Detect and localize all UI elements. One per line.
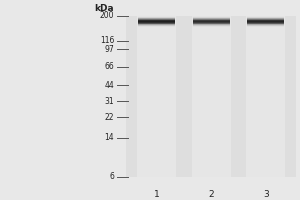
Bar	[193, 22, 230, 23]
Bar	[247, 18, 284, 19]
Bar	[193, 17, 230, 18]
Bar	[138, 19, 175, 20]
Bar	[138, 23, 175, 24]
Bar	[193, 15, 230, 16]
Bar	[193, 19, 230, 20]
Bar	[138, 24, 175, 25]
Bar	[247, 17, 284, 18]
Bar	[138, 22, 175, 23]
Bar	[138, 19, 175, 20]
Bar	[247, 17, 284, 18]
Bar	[193, 15, 230, 16]
Bar	[193, 19, 230, 20]
Bar	[138, 17, 175, 18]
Bar	[247, 22, 284, 23]
Bar	[247, 25, 284, 26]
Text: 44: 44	[104, 81, 114, 90]
Bar	[193, 18, 230, 19]
Text: 200: 200	[100, 11, 114, 20]
Bar	[247, 24, 284, 25]
Bar	[193, 18, 230, 19]
Bar	[193, 25, 230, 26]
Bar	[193, 21, 230, 22]
Bar	[193, 17, 230, 18]
Text: 6: 6	[109, 172, 114, 181]
Bar	[193, 26, 230, 27]
Bar	[193, 23, 230, 24]
Bar	[138, 15, 175, 16]
Bar	[192, 16, 231, 177]
Bar	[247, 24, 284, 25]
Bar	[247, 19, 284, 20]
Bar	[247, 18, 284, 19]
Bar	[247, 20, 284, 21]
Bar	[246, 16, 285, 177]
Text: 22: 22	[105, 113, 114, 122]
Bar	[193, 16, 230, 17]
Bar	[138, 26, 175, 27]
Bar	[138, 20, 175, 21]
Bar	[138, 21, 175, 22]
Text: 3: 3	[263, 190, 268, 199]
Bar	[193, 20, 230, 21]
Bar	[138, 16, 175, 17]
Bar	[247, 21, 284, 22]
Text: 116: 116	[100, 36, 114, 45]
Bar	[247, 21, 284, 22]
Bar	[138, 21, 175, 22]
Bar	[138, 26, 175, 27]
Bar	[138, 20, 175, 21]
Bar	[193, 24, 230, 25]
Bar	[193, 21, 230, 22]
Bar	[138, 17, 175, 18]
Bar	[126, 16, 296, 177]
Bar	[193, 24, 230, 25]
Text: 1: 1	[154, 190, 160, 199]
Bar	[247, 25, 284, 26]
Bar	[247, 26, 284, 27]
Text: 14: 14	[104, 133, 114, 142]
Text: 2: 2	[208, 190, 214, 199]
Bar	[247, 15, 284, 16]
Bar	[138, 23, 175, 24]
Bar	[247, 19, 284, 20]
Bar	[138, 25, 175, 26]
Bar	[138, 25, 175, 26]
Bar	[193, 26, 230, 27]
Bar	[193, 22, 230, 23]
Bar	[247, 23, 284, 24]
Bar	[247, 22, 284, 23]
Bar	[247, 15, 284, 16]
Bar	[247, 26, 284, 27]
Bar	[193, 25, 230, 26]
Text: 97: 97	[104, 45, 114, 54]
Text: 66: 66	[104, 62, 114, 71]
Bar	[137, 16, 176, 177]
Bar	[247, 20, 284, 21]
Bar	[247, 16, 284, 17]
Bar	[138, 18, 175, 19]
Text: 31: 31	[104, 97, 114, 106]
Bar	[138, 18, 175, 19]
Bar	[138, 15, 175, 16]
Bar	[193, 23, 230, 24]
Bar	[193, 20, 230, 21]
Text: kDa: kDa	[94, 4, 114, 13]
Bar	[138, 24, 175, 25]
Bar	[247, 23, 284, 24]
Bar	[138, 22, 175, 23]
